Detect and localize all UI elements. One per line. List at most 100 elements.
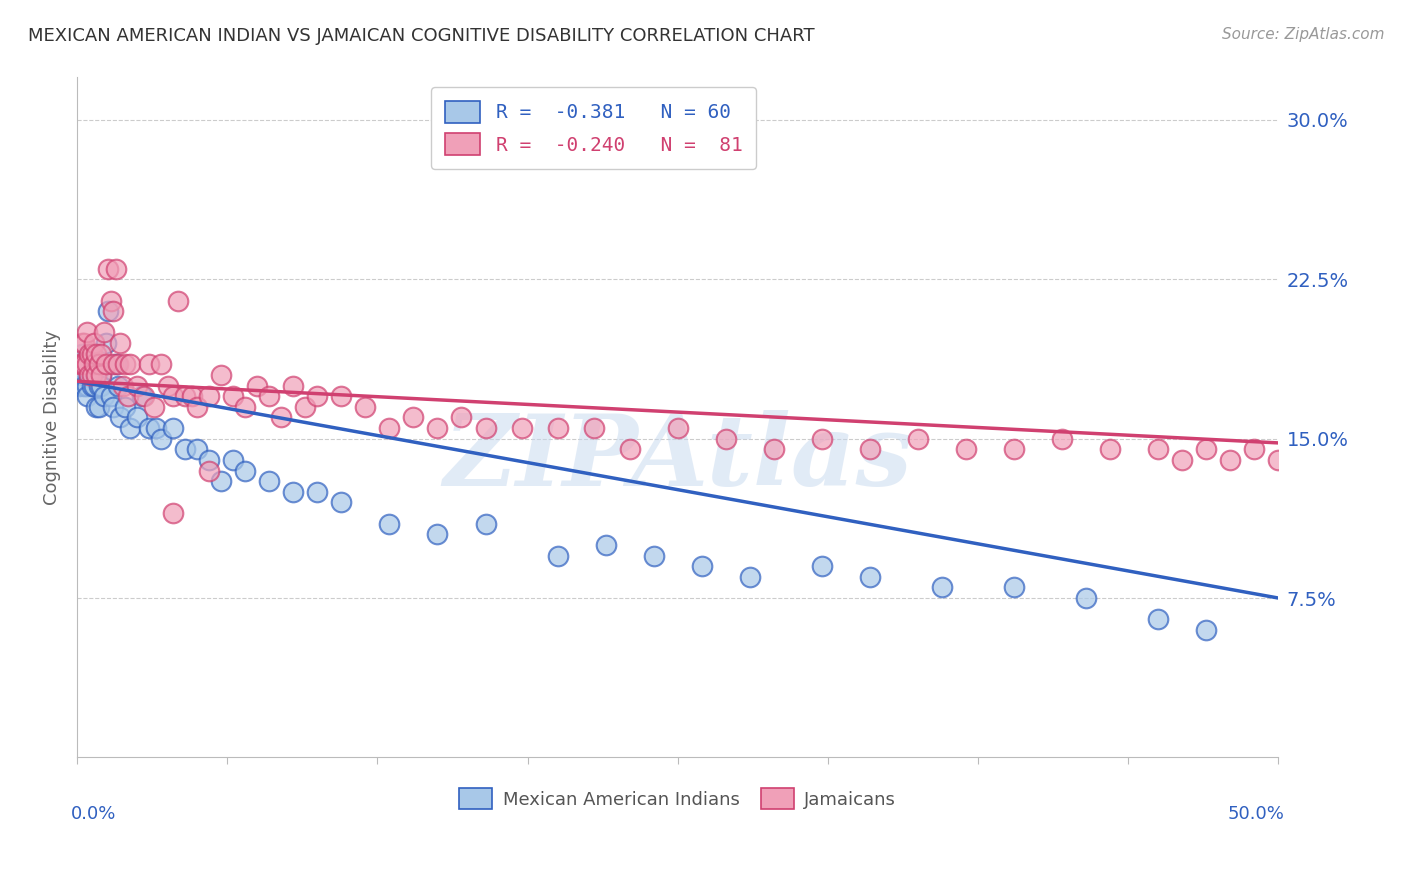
Point xyxy=(1219,453,1241,467)
Point xyxy=(582,421,605,435)
Point xyxy=(294,400,316,414)
Text: 50.0%: 50.0% xyxy=(1227,805,1284,823)
Point xyxy=(87,378,110,392)
Point xyxy=(83,357,105,371)
Point xyxy=(150,432,173,446)
Point xyxy=(101,400,124,414)
Point xyxy=(87,400,110,414)
Point xyxy=(145,421,167,435)
Point xyxy=(1267,453,1289,467)
Point xyxy=(73,357,96,371)
Point xyxy=(1147,612,1170,626)
Point xyxy=(107,357,129,371)
Point xyxy=(547,421,569,435)
Point xyxy=(77,346,100,360)
Point xyxy=(1171,453,1194,467)
Point xyxy=(70,368,93,382)
Point xyxy=(907,432,929,446)
Point xyxy=(86,368,108,382)
Point xyxy=(186,400,208,414)
Point xyxy=(222,453,245,467)
Text: MEXICAN AMERICAN INDIAN VS JAMAICAN COGNITIVE DISABILITY CORRELATION CHART: MEXICAN AMERICAN INDIAN VS JAMAICAN COGN… xyxy=(28,27,814,45)
Point xyxy=(138,357,160,371)
Point xyxy=(93,389,115,403)
Point xyxy=(110,410,132,425)
Point xyxy=(233,464,256,478)
Point xyxy=(77,368,100,382)
Point xyxy=(90,368,112,382)
Point xyxy=(101,357,124,371)
Point xyxy=(90,368,112,382)
Point xyxy=(100,293,122,308)
Point xyxy=(107,378,129,392)
Point xyxy=(104,357,127,371)
Point xyxy=(100,389,122,403)
Point xyxy=(73,336,96,351)
Point xyxy=(93,326,115,340)
Point xyxy=(181,389,204,403)
Point xyxy=(80,368,103,382)
Point xyxy=(86,368,108,382)
Point xyxy=(118,357,141,371)
Point xyxy=(97,261,120,276)
Point xyxy=(118,421,141,435)
Point xyxy=(330,389,353,403)
Point xyxy=(131,389,153,403)
Point xyxy=(150,357,173,371)
Text: Source: ZipAtlas.com: Source: ZipAtlas.com xyxy=(1222,27,1385,42)
Point xyxy=(762,442,785,457)
Point xyxy=(209,474,232,488)
Point xyxy=(90,378,112,392)
Point xyxy=(97,304,120,318)
Point xyxy=(76,378,98,392)
Point xyxy=(1195,442,1218,457)
Point xyxy=(134,389,156,403)
Point xyxy=(114,400,136,414)
Point xyxy=(283,378,305,392)
Point xyxy=(101,304,124,318)
Point xyxy=(70,346,93,360)
Point xyxy=(69,378,91,392)
Point xyxy=(198,453,221,467)
Y-axis label: Cognitive Disability: Cognitive Disability xyxy=(44,330,60,505)
Point xyxy=(474,421,496,435)
Point xyxy=(1147,442,1170,457)
Point xyxy=(931,581,953,595)
Point xyxy=(138,421,160,435)
Point xyxy=(595,538,617,552)
Point xyxy=(510,421,533,435)
Text: ZIPAtlas: ZIPAtlas xyxy=(443,410,912,507)
Point xyxy=(714,432,737,446)
Point xyxy=(378,421,401,435)
Point xyxy=(198,389,221,403)
Point xyxy=(1195,623,1218,637)
Point xyxy=(198,464,221,478)
Point xyxy=(1076,591,1098,605)
Point xyxy=(307,389,329,403)
Point xyxy=(233,400,256,414)
Point xyxy=(186,442,208,457)
Point xyxy=(859,442,882,457)
Point xyxy=(270,410,292,425)
Point xyxy=(209,368,232,382)
Point xyxy=(114,357,136,371)
Point xyxy=(402,410,425,425)
Point xyxy=(307,484,329,499)
Point xyxy=(73,357,96,371)
Point xyxy=(1099,442,1122,457)
Text: 0.0%: 0.0% xyxy=(72,805,117,823)
Point xyxy=(80,357,103,371)
Point xyxy=(1243,442,1265,457)
Point xyxy=(690,559,713,574)
Point xyxy=(259,389,281,403)
Point xyxy=(76,389,98,403)
Point xyxy=(955,442,977,457)
Point xyxy=(474,516,496,531)
Point xyxy=(117,389,139,403)
Point xyxy=(283,484,305,499)
Point xyxy=(174,389,197,403)
Point xyxy=(110,336,132,351)
Point xyxy=(246,378,269,392)
Point xyxy=(619,442,641,457)
Point xyxy=(70,357,93,371)
